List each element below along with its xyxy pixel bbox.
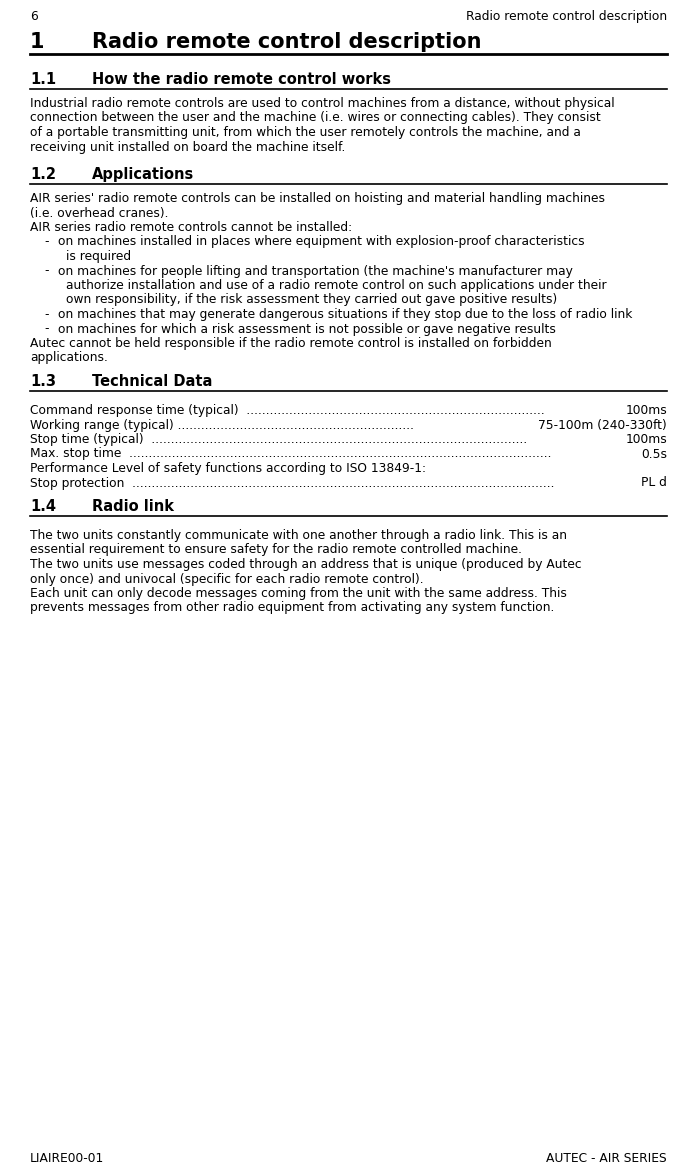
Text: 1: 1 — [30, 31, 45, 52]
Text: PL d: PL d — [641, 476, 667, 490]
Text: AUTEC - AIR SERIES: AUTEC - AIR SERIES — [546, 1152, 667, 1164]
Text: applications.: applications. — [30, 352, 108, 364]
Text: 6: 6 — [30, 10, 38, 23]
Text: connection between the user and the machine (i.e. wires or connecting cables). T: connection between the user and the mach… — [30, 112, 601, 125]
Text: -: - — [44, 264, 49, 277]
Text: 75-100m (240-330ft): 75-100m (240-330ft) — [538, 419, 667, 432]
Text: Stop protection  ...............................................................: Stop protection ........................… — [30, 476, 555, 490]
Text: AIR series radio remote controls cannot be installed:: AIR series radio remote controls cannot … — [30, 221, 352, 234]
Text: on machines for people lifting and transportation (the machine's manufacturer ma: on machines for people lifting and trans… — [58, 264, 573, 277]
Text: Performance Level of safety functions according to ISO 13849-1:: Performance Level of safety functions ac… — [30, 462, 426, 475]
Text: 100ms: 100ms — [625, 433, 667, 446]
Text: authorize installation and use of a radio remote control on such applications un: authorize installation and use of a radi… — [66, 279, 606, 292]
Text: 100ms: 100ms — [625, 404, 667, 417]
Text: Each unit can only decode messages coming from the unit with the same address. T: Each unit can only decode messages comin… — [30, 587, 567, 599]
Text: on machines installed in places where equipment with explosion-proof characteris: on machines installed in places where eq… — [58, 235, 585, 248]
Text: LIAIRE00-01: LIAIRE00-01 — [30, 1152, 105, 1164]
Text: Applications: Applications — [92, 166, 194, 182]
Text: Industrial radio remote controls are used to control machines from a distance, w: Industrial radio remote controls are use… — [30, 97, 615, 111]
Text: The two units use messages coded through an address that is unique (produced by : The two units use messages coded through… — [30, 558, 581, 572]
Text: (i.e. overhead cranes).: (i.e. overhead cranes). — [30, 206, 169, 220]
Text: on machines that may generate dangerous situations if they stop due to the loss : on machines that may generate dangerous … — [58, 308, 632, 321]
Text: 1.4: 1.4 — [30, 499, 56, 514]
Text: Command response time (typical)  ...............................................: Command response time (typical) ........… — [30, 404, 545, 417]
Text: 1.1: 1.1 — [30, 72, 56, 87]
Text: essential requirement to ensure safety for the radio remote controlled machine.: essential requirement to ensure safety f… — [30, 544, 522, 556]
Text: 1.3: 1.3 — [30, 374, 56, 389]
Text: Radio remote control description: Radio remote control description — [466, 10, 667, 23]
Text: Stop time (typical)  ...........................................................: Stop time (typical) ....................… — [30, 433, 527, 446]
Text: of a portable transmitting unit, from which the user remotely controls the machi: of a portable transmitting unit, from wh… — [30, 126, 581, 139]
Text: own responsibility, if the risk assessment they carried out gave positive result: own responsibility, if the risk assessme… — [66, 293, 557, 306]
Text: -: - — [44, 322, 49, 335]
Text: -: - — [44, 308, 49, 321]
Text: receiving unit installed on board the machine itself.: receiving unit installed on board the ma… — [30, 141, 346, 154]
Text: on machines for which a risk assessment is not possible or gave negative results: on machines for which a risk assessment … — [58, 322, 556, 335]
Text: Technical Data: Technical Data — [92, 374, 213, 389]
Text: AIR series' radio remote controls can be installed on hoisting and material hand: AIR series' radio remote controls can be… — [30, 192, 605, 205]
Text: prevents messages from other radio equipment from activating any system function: prevents messages from other radio equip… — [30, 602, 554, 615]
Text: How the radio remote control works: How the radio remote control works — [92, 72, 391, 87]
Text: only once) and univocal (specific for each radio remote control).: only once) and univocal (specific for ea… — [30, 573, 424, 585]
Text: Radio link: Radio link — [92, 499, 174, 514]
Text: 1.2: 1.2 — [30, 166, 56, 182]
Text: is required: is required — [66, 250, 131, 263]
Text: 0.5s: 0.5s — [641, 447, 667, 461]
Text: -: - — [44, 235, 49, 248]
Text: Radio remote control description: Radio remote control description — [92, 31, 482, 52]
Text: Max. stop time  ................................................................: Max. stop time .........................… — [30, 447, 551, 461]
Text: Working range (typical) ........................................................: Working range (typical) ................… — [30, 419, 414, 432]
Text: Autec cannot be held responsible if the radio remote control is installed on for: Autec cannot be held responsible if the … — [30, 338, 552, 350]
Text: The two units constantly communicate with one another through a radio link. This: The two units constantly communicate wit… — [30, 528, 567, 542]
